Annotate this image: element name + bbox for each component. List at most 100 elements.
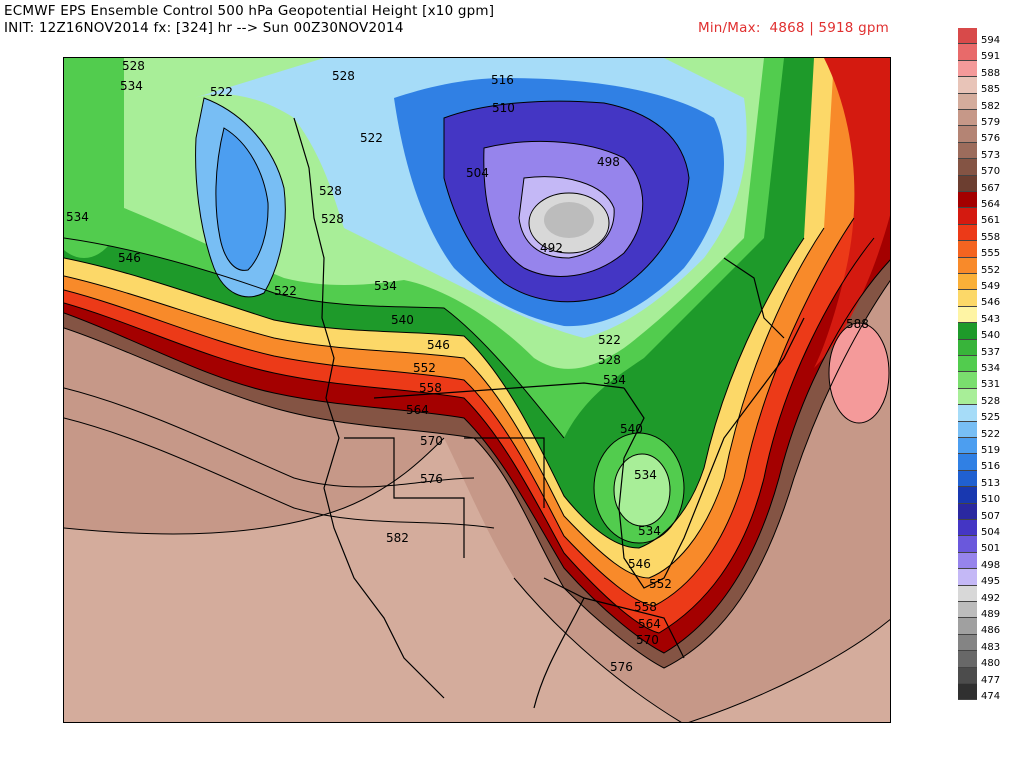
contour-label: 540 bbox=[391, 313, 414, 327]
legend-swatch bbox=[958, 28, 977, 45]
legend-entry: 510 bbox=[958, 487, 1018, 505]
legend-entry: 585 bbox=[958, 77, 1018, 96]
legend-label: 486 bbox=[981, 625, 1001, 637]
legend-label: 549 bbox=[981, 281, 1001, 292]
legend-label: 519 bbox=[981, 445, 1001, 456]
legend-swatch bbox=[958, 110, 977, 127]
contour-label: 534 bbox=[603, 373, 626, 387]
legend-swatch bbox=[958, 503, 977, 520]
legend-label: 498 bbox=[981, 559, 1001, 571]
contour-label: 534 bbox=[634, 468, 657, 482]
legend-label: 480 bbox=[981, 658, 1001, 670]
contour-label: 498 bbox=[597, 155, 620, 169]
legend-swatch bbox=[958, 372, 977, 389]
legend-swatch bbox=[958, 487, 977, 504]
legend-entry: 498 bbox=[958, 552, 1018, 571]
legend-entry: 531 bbox=[958, 372, 1018, 391]
legend-entry: 582 bbox=[958, 93, 1018, 112]
legend-label: 513 bbox=[981, 477, 1001, 489]
legend-swatch bbox=[958, 569, 977, 586]
legend-entry: 537 bbox=[958, 339, 1018, 358]
legend-entry: 579 bbox=[958, 110, 1018, 128]
legend-swatch bbox=[958, 44, 977, 61]
legend-swatch bbox=[958, 175, 977, 192]
contour-label: 516 bbox=[491, 73, 514, 87]
legend-label: 531 bbox=[981, 379, 1001, 391]
contour-label: 570 bbox=[420, 434, 443, 448]
contour-label: 582 bbox=[386, 531, 409, 545]
legend-entry: 480 bbox=[958, 651, 1018, 670]
legend-entry: 588 bbox=[958, 60, 1018, 79]
legend-entry: 570 bbox=[958, 159, 1018, 177]
contour-lines bbox=[64, 97, 890, 722]
legend-label: 543 bbox=[981, 313, 1001, 325]
legend-swatch bbox=[958, 618, 977, 635]
legend-entry: 477 bbox=[958, 667, 1018, 686]
legend-entry: 546 bbox=[958, 290, 1018, 309]
legend-label: 576 bbox=[981, 133, 1001, 145]
contour-label: 534 bbox=[120, 79, 143, 93]
contour-label: 528 bbox=[319, 184, 342, 198]
contour-label: 564 bbox=[638, 617, 661, 631]
legend-label: 501 bbox=[981, 543, 1001, 555]
contour-label: 534 bbox=[66, 210, 89, 224]
legend-label: 579 bbox=[981, 117, 1001, 128]
legend-swatch bbox=[958, 339, 977, 356]
min-max-readout: Min/Max: 4868 | 5918 gpm bbox=[698, 20, 889, 36]
legend-swatch bbox=[958, 585, 977, 602]
contour-label: 576 bbox=[610, 660, 633, 674]
contour-label: 528 bbox=[598, 353, 621, 367]
contour-label: 540 bbox=[620, 422, 643, 436]
legend-swatch bbox=[958, 60, 977, 78]
legend-swatch bbox=[958, 77, 977, 94]
legend-label: 522 bbox=[981, 428, 1001, 440]
legend-label: 561 bbox=[981, 215, 1001, 227]
legend-label: 546 bbox=[981, 297, 1001, 309]
legend-swatch bbox=[958, 651, 977, 668]
legend-label: 588 bbox=[981, 67, 1001, 79]
legend-label: 489 bbox=[981, 609, 1001, 620]
legend-label: 507 bbox=[981, 510, 1001, 522]
legend-label: 528 bbox=[981, 395, 1001, 407]
legend-entry: 564 bbox=[958, 192, 1018, 210]
legend-entry: 507 bbox=[958, 503, 1018, 522]
legend-swatch bbox=[958, 274, 977, 291]
contour-label: 546 bbox=[118, 251, 141, 265]
contour-labels: 528 534 522 528 522 528 528 534 522 534 … bbox=[66, 59, 869, 674]
contour-label: 546 bbox=[427, 338, 450, 352]
legend-swatch bbox=[958, 159, 977, 176]
contour-label: 558 bbox=[419, 381, 442, 395]
legend-label: 477 bbox=[981, 674, 1001, 686]
legend-swatch bbox=[958, 142, 977, 160]
legend-label: 555 bbox=[981, 248, 1001, 260]
chart-title: ECMWF EPS Ensemble Control 500 hPa Geopo… bbox=[4, 3, 495, 19]
legend-label: 552 bbox=[981, 264, 1001, 276]
legend-entry: 483 bbox=[958, 634, 1018, 653]
legend-entry: 492 bbox=[958, 585, 1018, 604]
contour-label: 504 bbox=[466, 166, 489, 180]
legend-swatch bbox=[958, 356, 977, 373]
legend-entry: 519 bbox=[958, 438, 1018, 456]
contour-label: 528 bbox=[122, 59, 145, 73]
contour-label: 522 bbox=[210, 85, 233, 99]
contour-label: 522 bbox=[598, 333, 621, 347]
legend-entry: 576 bbox=[958, 126, 1018, 145]
legend-swatch bbox=[958, 93, 977, 110]
legend-label: 567 bbox=[981, 182, 1001, 194]
legend-label: 483 bbox=[981, 641, 1001, 653]
coastlines-and-borders bbox=[293, 117, 805, 709]
legend-swatch bbox=[958, 224, 977, 242]
legend-swatch bbox=[958, 241, 977, 258]
legend-label: 495 bbox=[981, 576, 1001, 588]
legend-label: 516 bbox=[981, 461, 1001, 473]
legend-swatch bbox=[958, 602, 977, 619]
legend-label: 564 bbox=[981, 199, 1001, 210]
legend-label: 594 bbox=[981, 35, 1001, 46]
legend-entry: 489 bbox=[958, 602, 1018, 620]
legend-entry: 486 bbox=[958, 618, 1018, 637]
legend-entry: 513 bbox=[958, 470, 1018, 489]
legend-label: 525 bbox=[981, 412, 1001, 424]
legend-swatch bbox=[958, 388, 977, 406]
legend-label: 585 bbox=[981, 84, 1001, 96]
contour-label: 492 bbox=[540, 241, 563, 255]
